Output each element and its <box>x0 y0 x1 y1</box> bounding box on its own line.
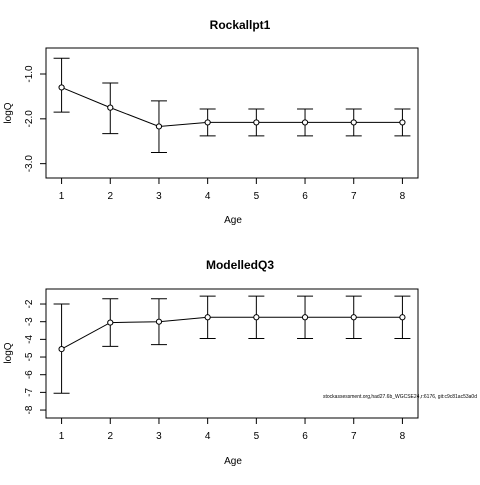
x-tick-label: 6 <box>302 191 308 202</box>
x-tick-label: 5 <box>254 431 260 442</box>
data-point <box>204 314 211 321</box>
x-tick-label: 2 <box>107 431 113 442</box>
data-point <box>155 318 163 325</box>
footer-note: stockassessment.org,had27.6b_WGCSE24,r:6… <box>323 394 477 400</box>
x-tick-label: 4 <box>205 191 211 202</box>
x-tick-label: 2 <box>107 191 113 202</box>
series-line <box>61 86 403 127</box>
x-tick-label: 8 <box>400 191 406 202</box>
x-axis: 1 2 3 4 5 6 7 8 <box>59 178 406 202</box>
chart-title: Rockallpt1 <box>210 18 271 32</box>
data-point <box>399 119 406 126</box>
data-point <box>350 119 357 126</box>
y-axis: -2 -3 -4 -5 -6 -7 -8 <box>24 299 46 415</box>
y-tick-label: -7 <box>24 387 35 396</box>
data-point <box>253 314 260 321</box>
x-axis-label: Age <box>224 215 242 226</box>
y-tick-label: -6 <box>24 370 35 379</box>
x-tick-label: 4 <box>205 431 211 442</box>
series <box>53 57 411 153</box>
x-tick-label: 1 <box>59 191 65 202</box>
data-point <box>301 314 309 321</box>
x-tick-label: 5 <box>254 191 260 202</box>
chart-title: ModelledQ3 <box>206 258 274 272</box>
x-tick-label: 7 <box>351 191 357 202</box>
y-axis: -1.0 -2.0 -3.0 <box>24 65 46 172</box>
y-axis-label: logQ <box>3 342 14 363</box>
y-tick-label: -8 <box>24 405 35 414</box>
y-tick-label: -2 <box>24 299 35 308</box>
x-axis-label: Age <box>224 456 242 467</box>
y-tick-label: -2.0 <box>24 110 35 128</box>
x-tick-label: 1 <box>59 431 65 442</box>
y-axis-label: logQ <box>3 102 14 123</box>
data-point <box>204 119 211 126</box>
data-point <box>107 319 114 326</box>
y-tick-label: -5 <box>24 352 35 361</box>
panel-modelledq3: ModelledQ3 1 2 3 4 5 6 7 8 -2 -3 -4 -5 -6 -7 -8 Age l… <box>3 258 419 467</box>
data-point <box>253 119 260 126</box>
x-tick-label: 3 <box>156 191 162 202</box>
y-tick-label: -3.0 <box>24 155 35 173</box>
series <box>53 295 411 394</box>
plot-frame <box>45 288 419 419</box>
x-tick-label: 3 <box>156 431 162 442</box>
x-tick-label: 6 <box>302 431 308 442</box>
series-line <box>61 316 403 350</box>
x-tick-label: 7 <box>351 431 357 442</box>
data-point <box>107 104 114 111</box>
x-axis: 1 2 3 4 5 6 7 8 <box>59 418 406 442</box>
y-tick-label: -3 <box>24 317 35 326</box>
x-tick-label: 8 <box>400 431 406 442</box>
data-point <box>58 345 65 353</box>
data-point <box>155 123 163 130</box>
data-point <box>58 84 65 91</box>
data-point <box>350 314 357 321</box>
y-tick-label: -4 <box>24 334 35 343</box>
data-point <box>399 314 406 321</box>
plot-frame <box>45 47 419 179</box>
panel-rockallpt1: Rockallpt1 1 2 3 4 5 6 7 8 -1.0 -2.0 -3.0 Age log… <box>3 18 419 226</box>
y-tick-label: -1.0 <box>24 65 35 83</box>
data-point <box>301 119 309 126</box>
